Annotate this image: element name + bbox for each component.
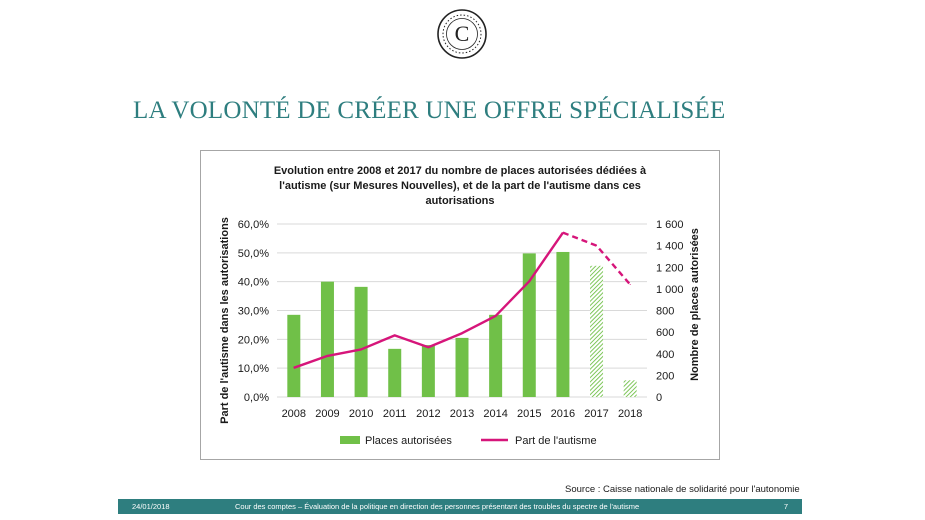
line-point-2017 <box>596 245 598 247</box>
line-point-2009 <box>326 355 328 357</box>
chart-title-line: autorisations <box>425 195 494 207</box>
legend-bar-label: Places autorisées <box>365 435 452 447</box>
bar-2018 <box>623 380 637 397</box>
x-tick-label: 2013 <box>450 408 474 420</box>
x-tick-label: 2017 <box>584 408 608 420</box>
page-number: 7 <box>783 502 788 511</box>
bar-2012 <box>421 345 435 397</box>
bar-2015 <box>522 253 536 397</box>
bar-2008 <box>287 314 301 397</box>
y-right-axis-title: Nombre de places autorisées <box>689 228 701 381</box>
line-point-2012 <box>427 346 429 348</box>
slide-title: LA VOLONTÉ DE CRÉER UNE OFFRE SPÉCIALISÉ… <box>133 97 726 124</box>
x-tick-label: 2011 <box>383 408 407 420</box>
chart-container: Evolution entre 2008 et 2017 du nombre d… <box>200 150 720 460</box>
cour-des-comptes-logo: C <box>436 8 488 60</box>
legend-bar-swatch <box>340 436 360 444</box>
y-right-tick-label: 1 200 <box>656 262 684 274</box>
line-point-2018 <box>629 284 631 286</box>
line-dashed-segment <box>562 231 632 286</box>
y-right-tick-label: 1 600 <box>656 219 684 231</box>
chart: Evolution entre 2008 et 2017 du nombre d… <box>219 165 701 447</box>
y-right-tick-label: 0 <box>656 392 662 404</box>
line-series <box>293 231 632 369</box>
x-tick-label: 2018 <box>618 408 642 420</box>
footer-date: 24/01/2018 <box>132 502 170 511</box>
y-left-tick-label: 10,0% <box>238 363 269 375</box>
line-point-2008 <box>293 367 295 369</box>
line-point-2013 <box>461 332 463 334</box>
x-tick-label: 2015 <box>517 408 541 420</box>
y-left-tick-label: 60,0% <box>238 219 269 231</box>
bar-2013 <box>455 337 469 397</box>
x-tick-label: 2009 <box>315 408 339 420</box>
footer-text: Cour des comptes – Évaluation de la poli… <box>235 502 640 511</box>
legend: Places autorisées Part de l'autisme <box>340 435 597 447</box>
y-right-tick-label: 1 000 <box>656 284 684 296</box>
footer-bar: 24/01/2018 Cour des comptes – Évaluation… <box>118 499 802 514</box>
logo-letter: C <box>455 21 470 46</box>
bar-2017 <box>590 265 604 397</box>
x-tick-label: 2016 <box>551 408 575 420</box>
legend-line-label: Part de l'autisme <box>515 435 597 447</box>
x-tick-label: 2010 <box>349 408 373 420</box>
chart-title-line: l'autisme (sur Mesures Nouvelles), et de… <box>279 180 641 192</box>
bar-series <box>287 251 637 397</box>
y-left-tick-label: 40,0% <box>238 277 269 289</box>
source-note: Source : Caisse nationale de solidarité … <box>565 484 800 495</box>
line-point-2010 <box>360 348 362 350</box>
y-right-tick-label: 800 <box>656 306 674 318</box>
x-tick-label: 2012 <box>416 408 440 420</box>
chart-title-line: Evolution entre 2008 et 2017 du nombre d… <box>274 165 647 177</box>
bar-2016 <box>556 251 570 397</box>
y-left-axis-title: Part de l'autisme dans les autorisations <box>219 217 231 424</box>
y-right-tick-label: 600 <box>656 327 674 339</box>
x-tick-label: 2014 <box>483 408 507 420</box>
bar-2009 <box>320 281 334 397</box>
x-tick-label: 2008 <box>282 408 306 420</box>
y-left-tick-label: 0,0% <box>244 392 269 404</box>
y-left-tick-label: 20,0% <box>238 334 269 346</box>
y-right-tick-label: 400 <box>656 349 674 361</box>
chart-title: Evolution entre 2008 et 2017 du nombre d… <box>274 165 647 207</box>
axes: 0,0% 10,0% 20,0% 30,0% 40,0% 50,0% 60,0% 0 200 40… <box>219 217 701 424</box>
y-right-tick-label: 200 <box>656 370 674 382</box>
line-point-2016 <box>562 232 564 234</box>
line-point-2011 <box>394 334 396 336</box>
line-point-2015 <box>528 280 530 282</box>
bar-2011 <box>388 348 402 397</box>
line-point-2014 <box>495 315 497 317</box>
bar-2010 <box>354 286 368 397</box>
y-left-tick-label: 30,0% <box>238 306 269 318</box>
y-right-tick-label: 1 400 <box>656 241 684 253</box>
y-left-tick-label: 50,0% <box>238 248 269 260</box>
bar-2014 <box>489 314 503 397</box>
